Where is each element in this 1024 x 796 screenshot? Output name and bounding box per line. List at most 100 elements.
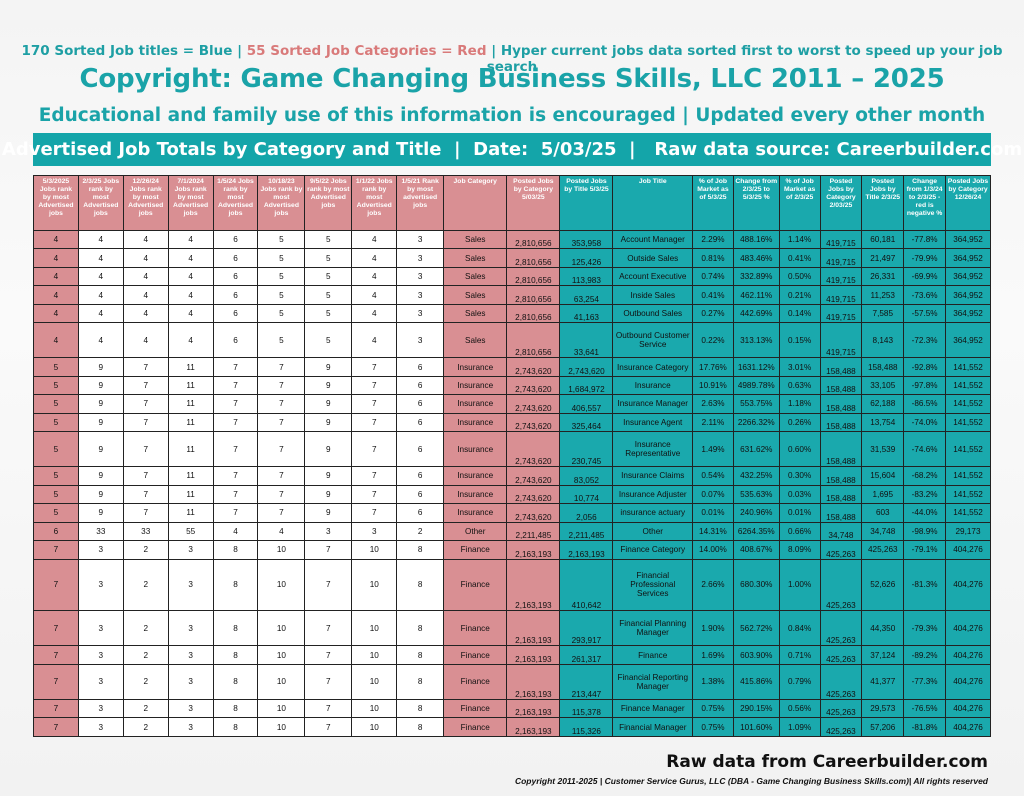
table-cell: 4 xyxy=(167,248,214,268)
table-cell: 158,488 xyxy=(861,357,905,377)
table-cell: 7 xyxy=(33,610,79,647)
column-header: 10/18/23 Jobs rank by most Advertised jo… xyxy=(257,175,306,231)
table-cell: 4 xyxy=(33,229,79,250)
table-cell: 3 xyxy=(167,558,214,612)
table-cell: 4 xyxy=(351,248,398,268)
table-cell: Finance xyxy=(443,610,508,647)
table-row: 7 3 2 3 8 10 7 10 8 Finance 2,163,193 410,642 Financ… xyxy=(33,558,991,612)
table-cell: 15,604 xyxy=(861,466,905,486)
table-cell: 364,952 xyxy=(945,322,991,359)
table-cell: 5 xyxy=(304,322,353,359)
table-row: 5 9 7 11 7 7 9 7 6 Insurance 2,743,620 83,052 Insura… xyxy=(33,466,991,486)
table-cell: 325,464 xyxy=(559,412,614,433)
table-cell: 0.07% xyxy=(692,484,734,505)
table-cell: 5 xyxy=(304,248,353,268)
table-cell: -81.3% xyxy=(903,558,947,612)
table-cell: 11 xyxy=(167,503,214,523)
table-cell: 33 xyxy=(77,521,124,542)
table-cell: 9 xyxy=(304,431,353,468)
table-cell: 11,253 xyxy=(861,285,905,305)
table-cell: Finance xyxy=(612,645,694,665)
table-cell: 7 xyxy=(212,503,259,523)
table-cell: 0.75% xyxy=(692,717,734,737)
table-cell: 6 xyxy=(212,229,259,250)
table-row: 4 4 4 4 6 5 5 4 3 Sales 2,810,656 41,163 Outbound Sa… xyxy=(33,303,991,324)
table-cell: 2 xyxy=(122,698,169,719)
table-cell: 353,958 xyxy=(559,229,614,250)
column-header: Posted Jobs by Title 5/3/25 xyxy=(559,175,614,231)
table-cell: 10 xyxy=(257,663,306,700)
table-cell: 4 xyxy=(122,229,169,250)
table-cell: 1,695 xyxy=(861,484,905,505)
table-cell: 62,188 xyxy=(861,394,905,414)
table-cell: 63,254 xyxy=(559,285,614,305)
table-cell: 8 xyxy=(396,645,445,665)
table-cell: 406,557 xyxy=(559,394,614,414)
table-cell: 562.72% xyxy=(732,610,780,647)
table-row: 4 4 4 4 6 5 5 4 3 Sales 2,810,656 63,254 Inside Sale… xyxy=(33,285,991,305)
table-cell: 7 xyxy=(212,357,259,377)
table-cell: Insurance xyxy=(443,484,508,505)
table-cell: 7 xyxy=(33,663,79,700)
table-cell: 425,263 xyxy=(819,610,863,647)
table-cell: 7 xyxy=(212,431,259,468)
table-cell: 0.03% xyxy=(778,484,821,505)
table-cell: 1.00% xyxy=(778,558,821,612)
table-cell: 4 xyxy=(351,229,398,250)
table-cell: -98.9% xyxy=(903,521,947,542)
table-cell: 6 xyxy=(212,322,259,359)
table-cell: 432.25% xyxy=(732,466,780,486)
table-cell: 7 xyxy=(304,663,353,700)
table-cell: 7 xyxy=(257,484,306,505)
table-cell: 7 xyxy=(304,698,353,719)
table-cell: 7 xyxy=(257,431,306,468)
table-cell: 7 xyxy=(212,466,259,486)
table-cell: Insurance Adjuster xyxy=(612,484,694,505)
table-cell: 404,276 xyxy=(945,698,991,719)
table-cell: 7 xyxy=(122,412,169,433)
table-cell: 158,488 xyxy=(819,394,863,414)
table-cell: Insurance Agent xyxy=(612,412,694,433)
table-cell: 419,715 xyxy=(819,229,863,250)
table-cell: 2 xyxy=(122,610,169,647)
table-cell: 9 xyxy=(304,394,353,414)
table-row: 5 9 7 11 7 7 9 7 6 Insurance 2,743,620 2,056 insuran… xyxy=(33,503,991,523)
column-header: 7/1/2024 Jobs rank by most Advertised jo… xyxy=(167,175,214,231)
table-cell: 425,263 xyxy=(819,698,863,719)
table-cell: 419,715 xyxy=(819,322,863,359)
table-cell: 14.00% xyxy=(692,540,734,560)
legal-footer: Copyright 2011-2025 | Customer Service G… xyxy=(514,776,988,786)
table-cell: 0.79% xyxy=(778,663,821,700)
table-cell: 4 xyxy=(77,322,124,359)
table-cell: 158,488 xyxy=(819,466,863,486)
table-cell: 6264.35% xyxy=(732,521,780,542)
table-cell: 3 xyxy=(396,248,445,268)
table-cell: Sales xyxy=(443,303,508,324)
table-cell: Inside Sales xyxy=(612,285,694,305)
table-cell: 6 xyxy=(396,357,445,377)
table-cell: 3 xyxy=(396,266,445,287)
table-cell: 8 xyxy=(212,717,259,737)
table-cell: 0.74% xyxy=(692,266,734,287)
table-cell: 3 xyxy=(396,322,445,359)
table-cell: 3 xyxy=(77,540,124,560)
table-cell: 10 xyxy=(257,698,306,719)
table-cell: Finance xyxy=(443,540,508,560)
table-row: 5 9 7 11 7 7 9 7 6 Insurance 2,743,620 406,557 Insur… xyxy=(33,394,991,414)
table-cell: 34,748 xyxy=(861,521,905,542)
table-cell: 21,497 xyxy=(861,248,905,268)
table-cell: 5 xyxy=(304,303,353,324)
table-cell: 14.31% xyxy=(692,521,734,542)
table-cell: 10 xyxy=(351,717,398,737)
table-cell: 6 xyxy=(212,266,259,287)
table-cell: 364,952 xyxy=(945,266,991,287)
table-cell: 462.11% xyxy=(732,285,780,305)
table-cell: 7 xyxy=(351,375,398,396)
table-cell: 0.27% xyxy=(692,303,734,324)
table-cell: -44.0% xyxy=(903,503,947,523)
table-cell: 9 xyxy=(77,466,124,486)
table-cell: 3 xyxy=(167,717,214,737)
table-cell: -76.5% xyxy=(903,698,947,719)
table-cell: 26,331 xyxy=(861,266,905,287)
table-cell: Other xyxy=(612,521,694,542)
